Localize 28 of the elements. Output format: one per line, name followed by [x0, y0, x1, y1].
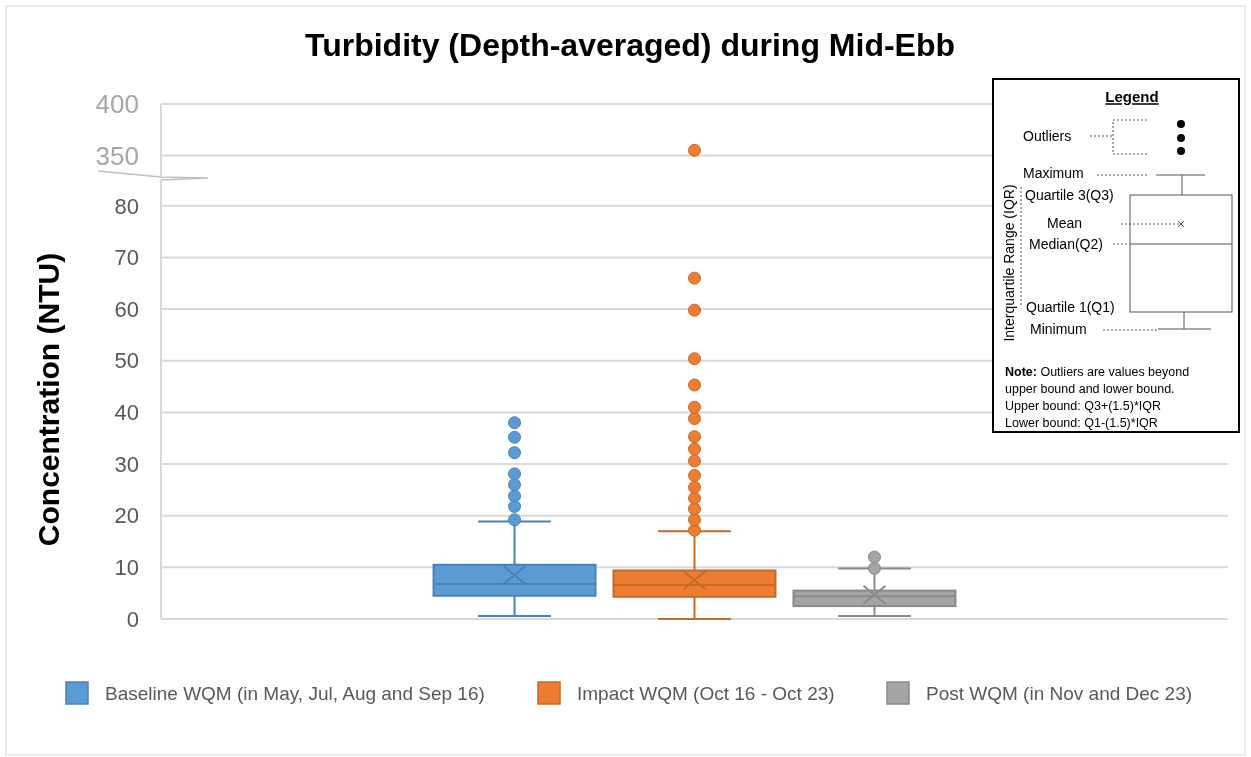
- annotation: Mean: [1047, 214, 1083, 231]
- y-tick-label: 40: [114, 400, 139, 426]
- y-tick-label: 20: [114, 503, 139, 529]
- y-tick-label: 50: [114, 348, 139, 374]
- legend-label: Impact WQM (Oct 16 - Oct 23): [577, 682, 835, 704]
- y-tick-label: 60: [114, 296, 139, 322]
- legend-label: Baseline WQM (in May, Jul, Aug and Sep 16): [105, 682, 485, 704]
- y-tick-label: 30: [114, 451, 139, 477]
- annotation: Interquartile Range (IQR): [1000, 184, 1017, 342]
- y-tick-label: 10: [114, 555, 139, 581]
- annotation: Lower bound: Q1-(1.5)*IQR: [1005, 416, 1158, 431]
- y-axis-title: Concentration (NTU): [31, 252, 65, 547]
- y-tick-label: 400: [95, 89, 139, 120]
- y-tick-label: 0: [126, 606, 139, 632]
- annotation: Upper bound: Q3+(1.5)*IQR: [1005, 399, 1161, 414]
- annotation: Median(Q2): [1029, 235, 1103, 252]
- chart-title: Turbidity (Depth-averaged) during Mid-Ebb: [304, 27, 956, 64]
- legend-label: Post WQM (in Nov and Dec 23): [926, 682, 1193, 704]
- annotation: Quartile 1(Q1): [1026, 298, 1115, 315]
- y-tick-label: 70: [114, 245, 139, 271]
- annotation: Outliers: [1023, 127, 1072, 144]
- annotation: Minimum: [1030, 320, 1087, 337]
- annotation: Note: Outliers are values beyond upper bound and lower bound.: [1005, 365, 1190, 397]
- annotation: Legend: [1105, 88, 1159, 106]
- y-tick-label: 350: [95, 140, 139, 171]
- annotation: Quartile 3(Q3): [1025, 186, 1114, 203]
- annotation: Maximum: [1023, 164, 1084, 181]
- y-tick-label: 80: [114, 193, 139, 219]
